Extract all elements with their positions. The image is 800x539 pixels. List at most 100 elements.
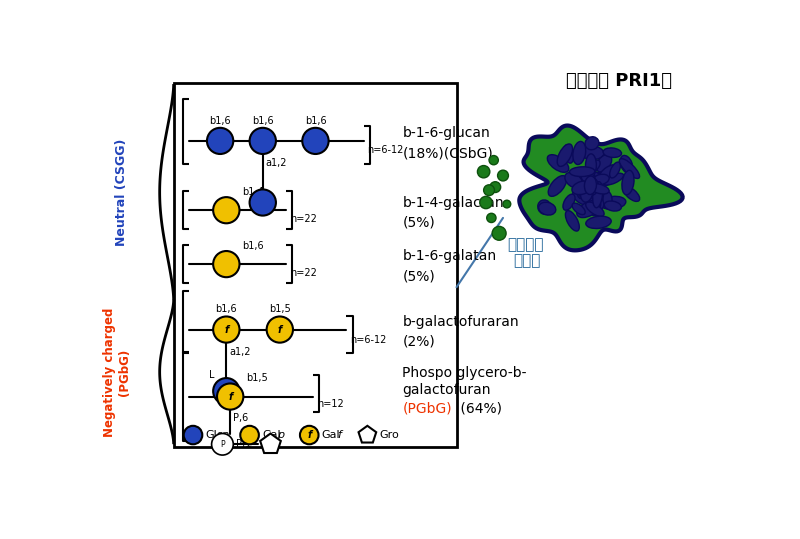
Text: n=22: n=22 [290,268,317,278]
Text: (2%): (2%) [402,335,435,349]
Ellipse shape [590,184,609,194]
Ellipse shape [563,144,574,163]
Circle shape [300,426,318,444]
Ellipse shape [580,180,598,197]
Text: P,1: P,1 [236,439,251,450]
Circle shape [489,156,498,165]
Text: f: f [337,430,341,440]
Circle shape [213,197,239,223]
Ellipse shape [600,164,618,179]
Ellipse shape [603,191,612,208]
Circle shape [217,383,243,410]
Text: 세포표면: 세포표면 [507,237,543,252]
Text: f: f [307,430,311,440]
Ellipse shape [585,176,597,195]
Text: b1,6: b1,6 [252,115,274,126]
Circle shape [486,213,496,223]
Ellipse shape [581,169,595,183]
Ellipse shape [600,196,626,209]
Ellipse shape [593,182,602,208]
Text: b-1-6-galatan: b-1-6-galatan [402,250,496,264]
Text: Negatively charged
(PGbG): Negatively charged (PGbG) [103,307,131,437]
Text: b-1-4-galactan: b-1-4-galactan [402,196,504,210]
Circle shape [498,170,509,181]
Text: Gal: Gal [322,430,340,440]
Text: Gal: Gal [262,430,281,440]
Circle shape [184,426,202,444]
Text: b1,6: b1,6 [242,241,263,251]
Polygon shape [260,433,281,453]
Ellipse shape [585,160,600,175]
Circle shape [478,165,490,178]
Text: n=6-12: n=6-12 [350,335,386,345]
Text: (5%): (5%) [402,270,435,284]
Text: f: f [228,391,232,402]
Ellipse shape [603,173,623,185]
Ellipse shape [585,137,599,150]
Text: P: P [220,440,225,449]
Ellipse shape [547,155,569,172]
Ellipse shape [586,154,596,177]
Text: a1,2: a1,2 [266,158,287,168]
Ellipse shape [577,178,585,198]
Ellipse shape [623,186,640,202]
Ellipse shape [572,181,592,195]
Ellipse shape [548,176,566,196]
Text: Gro: Gro [380,430,399,440]
Circle shape [213,251,239,277]
Text: b1,6: b1,6 [215,304,237,314]
Text: (PGbG): (PGbG) [402,401,452,415]
Text: n=12: n=12 [317,399,344,409]
Circle shape [490,182,501,192]
Ellipse shape [590,178,612,189]
Ellipse shape [581,183,596,195]
Ellipse shape [586,216,611,229]
Circle shape [302,128,329,154]
Ellipse shape [586,202,604,216]
Circle shape [211,433,234,455]
Circle shape [480,196,492,209]
Circle shape [213,378,239,404]
Text: 비피더스 PRI1균: 비피더스 PRI1균 [566,72,672,90]
Circle shape [213,316,239,343]
Circle shape [250,189,276,216]
Ellipse shape [566,211,579,231]
Ellipse shape [586,195,604,205]
Ellipse shape [576,184,595,196]
Text: a1,2: a1,2 [230,347,251,356]
Circle shape [250,128,276,154]
Text: b1,4: b1,4 [242,187,263,197]
Ellipse shape [573,190,593,205]
Text: (18%)(CSbG): (18%)(CSbG) [402,146,493,160]
Circle shape [492,226,506,240]
Text: p: p [278,430,285,440]
Ellipse shape [604,201,622,211]
Ellipse shape [582,181,597,194]
Text: p: p [221,430,228,440]
Text: (5%): (5%) [402,216,435,230]
Ellipse shape [582,184,597,196]
Text: Glc: Glc [206,430,223,440]
Ellipse shape [578,173,600,189]
Polygon shape [519,126,682,250]
Circle shape [484,185,494,196]
Ellipse shape [596,155,612,172]
Text: n=6-12: n=6-12 [367,145,404,155]
Text: f: f [278,324,282,335]
Ellipse shape [592,174,609,185]
Ellipse shape [573,141,586,164]
Ellipse shape [570,167,595,177]
Ellipse shape [538,200,551,215]
Text: P,6: P,6 [233,413,248,423]
Ellipse shape [622,170,634,195]
Ellipse shape [590,194,605,216]
Text: b1,6: b1,6 [305,115,326,126]
Text: b1,6: b1,6 [210,115,231,126]
Ellipse shape [565,172,582,188]
Text: Neutral (CSGG): Neutral (CSGG) [115,139,128,246]
Ellipse shape [587,190,600,209]
Text: Phospo glycero-b-: Phospo glycero-b- [402,367,526,381]
Polygon shape [358,426,376,443]
Ellipse shape [538,202,556,215]
Text: L: L [210,370,214,379]
